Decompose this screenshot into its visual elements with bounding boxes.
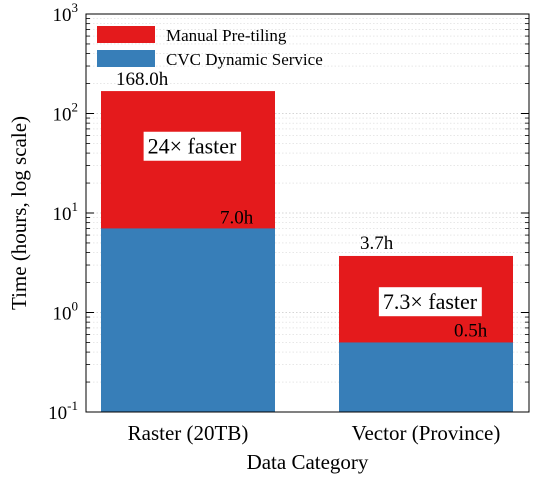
y-axis-title: Time (hours, log scale) — [7, 116, 31, 310]
x-tick-label-raster: Raster (20TB) — [128, 421, 249, 445]
value-label-cvc-raster: 7.0h — [220, 207, 254, 228]
legend-swatch-manual — [97, 26, 155, 43]
value-label-manual-vector: 3.7h — [360, 233, 394, 254]
value-label-manual-raster: 168.0h — [116, 69, 169, 90]
y-ticks: 10-1 100 101 102 103 — [48, 0, 529, 424]
annotation-box-vector — [378, 287, 482, 317]
annotation-speedup-raster: 24× faster — [148, 134, 237, 159]
x-axis-title: Data Category — [247, 450, 369, 474]
annotation-speedup-vector: 7.3× faster — [383, 289, 478, 314]
y-tick-label: 102 — [53, 100, 79, 126]
bar-cvc-1 — [339, 342, 513, 412]
x-tick-label-vector: Vector (Province) — [352, 421, 501, 445]
legend-swatch-cvc — [97, 50, 155, 67]
y-tick-label: 101 — [53, 199, 79, 225]
value-label-cvc-vector: 0.5h — [454, 320, 488, 341]
bars — [101, 91, 513, 412]
y-tick-label: 10-1 — [48, 398, 78, 424]
legend: Manual Pre-tiling CVC Dynamic Service — [97, 26, 323, 69]
legend-label-manual: Manual Pre-tiling — [166, 26, 287, 45]
y-tick-label: 100 — [53, 299, 79, 325]
bar-cvc-0 — [101, 228, 275, 412]
annotation-box-raster — [143, 131, 242, 161]
legend-label-cvc: CVC Dynamic Service — [166, 50, 323, 69]
y-tick-label: 103 — [53, 0, 79, 26]
